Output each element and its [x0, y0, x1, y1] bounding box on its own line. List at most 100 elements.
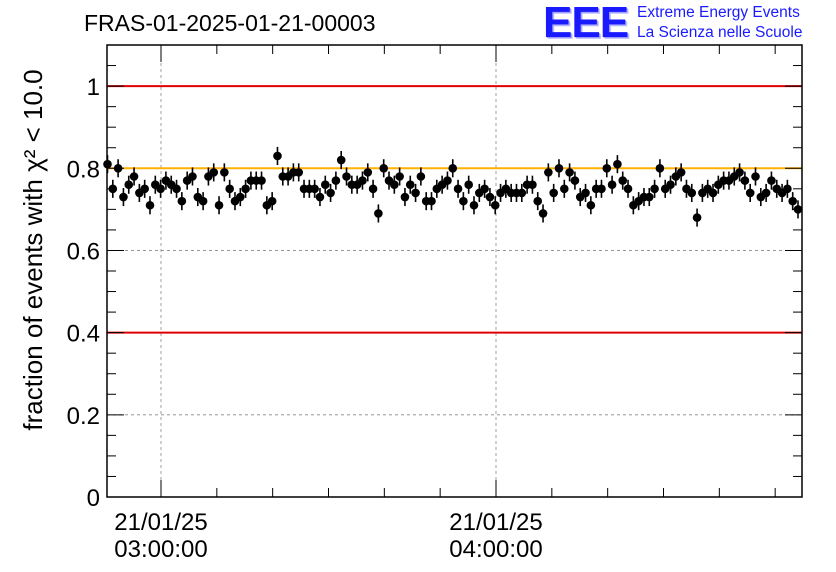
- data-marker: [363, 168, 373, 177]
- data-marker: [517, 188, 527, 198]
- data-point: [241, 179, 250, 198]
- data-point: [331, 171, 341, 190]
- data-point: [544, 163, 553, 182]
- y-tick-label: 0.6: [67, 238, 100, 265]
- data-point: [517, 183, 527, 202]
- data-marker: [607, 180, 617, 190]
- data-marker: [469, 200, 479, 210]
- x-tick-label-date: 21/01/25: [114, 509, 207, 536]
- data-marker: [411, 188, 420, 198]
- data-marker: [119, 192, 128, 202]
- data-marker: [745, 188, 755, 198]
- eee-logo: EEE Extreme Energy Events La Scienza nel…: [543, 0, 833, 47]
- data-marker: [257, 176, 266, 185]
- data-point: [453, 179, 463, 198]
- data-point: [581, 183, 590, 202]
- data-marker: [188, 172, 197, 181]
- data-point: [767, 171, 776, 190]
- data-marker: [554, 163, 564, 173]
- logo-line-1: Extreme Energy Events: [637, 4, 800, 21]
- data-point: [586, 196, 596, 215]
- data-marker: [235, 192, 245, 202]
- data-point: [469, 196, 479, 215]
- data-marker: [310, 184, 319, 194]
- data-point: [363, 163, 373, 182]
- data-point: [687, 183, 697, 202]
- data-point: [326, 183, 335, 202]
- data-point: [783, 179, 792, 198]
- data-point: [374, 204, 383, 223]
- data-marker: [331, 176, 341, 185]
- data-marker: [533, 196, 543, 206]
- data-point: [788, 192, 797, 211]
- data-marker: [538, 209, 548, 218]
- data-marker: [336, 155, 346, 165]
- logo-mark: EEE: [543, 0, 629, 47]
- data-marker: [549, 188, 558, 198]
- data-marker: [644, 192, 654, 202]
- data-marker: [602, 163, 612, 173]
- data-point: [368, 179, 378, 198]
- data-point: [267, 192, 277, 211]
- data-point: [235, 187, 245, 207]
- data-point: [395, 167, 404, 186]
- data-point: [485, 187, 495, 207]
- data-marker: [490, 200, 500, 210]
- data-point: [761, 183, 771, 202]
- data-point: [273, 146, 282, 165]
- data-point: [745, 183, 755, 202]
- data-point: [565, 163, 574, 182]
- data-point: [358, 171, 367, 190]
- data-point: [294, 163, 304, 182]
- data-marker: [220, 168, 229, 177]
- data-marker: [241, 184, 250, 194]
- data-point: [320, 175, 330, 194]
- data-point: [459, 192, 468, 211]
- data-point: [220, 163, 229, 182]
- data-marker: [145, 200, 155, 210]
- data-point: [379, 159, 389, 178]
- data-point: [177, 192, 187, 211]
- x-tick-label-date: 21/01/25: [449, 509, 542, 536]
- data-marker: [751, 172, 760, 181]
- data-marker: [586, 200, 596, 210]
- data-marker: [448, 163, 458, 173]
- data-marker: [459, 196, 468, 206]
- data-point: [490, 196, 500, 215]
- data-marker: [783, 184, 792, 194]
- data-point: [692, 208, 702, 227]
- data-point: [416, 167, 426, 186]
- y-axis-label: fraction of events with χ² < 10.0: [18, 69, 48, 430]
- y-tick-label: 1: [87, 74, 100, 101]
- data-point: [533, 192, 543, 211]
- data-marker: [405, 180, 415, 190]
- data-point: [448, 159, 458, 178]
- data-marker: [156, 184, 165, 194]
- data-point: [650, 179, 659, 198]
- data-point: [602, 159, 612, 178]
- data-marker: [395, 172, 404, 181]
- data-marker: [273, 151, 282, 161]
- data-marker: [559, 184, 569, 194]
- data-point: [554, 159, 564, 178]
- data-point: [735, 163, 744, 182]
- data-point: [644, 187, 654, 207]
- data-point: [405, 175, 415, 194]
- data-point: [315, 187, 325, 207]
- data-marker: [544, 168, 553, 177]
- data-marker: [209, 168, 219, 177]
- data-marker: [623, 184, 633, 194]
- data-marker: [565, 168, 574, 177]
- data-point: [427, 192, 436, 211]
- y-tick-label: 0.4: [67, 321, 100, 348]
- data-point: [570, 171, 580, 190]
- data-point: [342, 167, 351, 186]
- data-point: [676, 163, 686, 182]
- data-marker: [464, 180, 473, 190]
- data-point: [443, 171, 452, 190]
- data-point: [209, 163, 219, 182]
- data-marker: [761, 188, 771, 198]
- data-marker: [708, 188, 718, 198]
- data-marker: [416, 172, 426, 181]
